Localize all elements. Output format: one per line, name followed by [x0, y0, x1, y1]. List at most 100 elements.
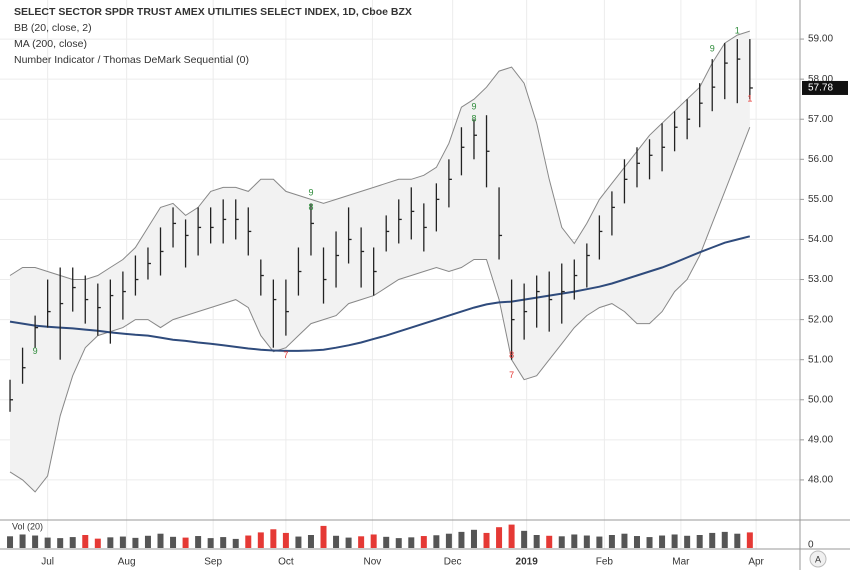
td-sequential-label: 1 — [735, 25, 740, 35]
bollinger-lower — [9, 127, 751, 493]
volume-bar — [521, 530, 528, 548]
moving-average — [9, 235, 751, 352]
volume-bar — [746, 532, 753, 548]
volume-bar — [132, 537, 139, 548]
volume-bar — [119, 536, 126, 548]
y-tick-label: 57.00 — [808, 114, 833, 125]
y-tick-label: 52.00 — [808, 314, 833, 325]
td-sequential-label: 8 — [308, 202, 313, 212]
volume-bar — [144, 535, 151, 548]
td-sequential-label: 7 — [283, 350, 288, 360]
volume-bar — [370, 534, 377, 548]
volume-bar — [721, 531, 728, 548]
volume-bar — [295, 536, 302, 548]
volume-bar — [358, 536, 365, 548]
y-tick-label: 56.00 — [808, 154, 833, 165]
td-sequential-label: 8 — [471, 114, 476, 124]
volume-bar — [671, 534, 678, 548]
y-tick-label: 58.00 — [808, 74, 833, 85]
volume-bar — [69, 537, 76, 548]
volume-bar — [420, 536, 427, 548]
volume-bar — [709, 532, 716, 548]
volume-bar — [596, 536, 603, 548]
button-label[interactable]: A — [815, 554, 821, 564]
volume-bar — [270, 529, 277, 548]
volume-bar — [633, 536, 640, 548]
volume-bar — [383, 536, 390, 548]
volume-bar — [320, 525, 327, 548]
td-sequential-label: 9 — [308, 188, 313, 198]
volume-bar — [433, 535, 440, 548]
volume-label: Vol (20) — [12, 521, 43, 531]
x-tick-label: Mar — [672, 557, 690, 568]
x-tick-label: Dec — [444, 557, 462, 568]
volume-bar — [7, 536, 14, 548]
volume-bar — [44, 537, 51, 548]
y-tick-label: 48.00 — [808, 475, 833, 486]
x-tick-label: Jul — [41, 557, 54, 568]
x-tick-label: 2019 — [516, 557, 539, 568]
x-tick-label: Nov — [364, 557, 382, 568]
volume-bar — [496, 527, 503, 548]
bollinger-upper — [9, 30, 750, 280]
volume-bar — [470, 529, 477, 548]
volume-bar — [82, 535, 89, 548]
volume-bar — [571, 534, 578, 548]
volume-bar — [232, 538, 239, 548]
volume-bar — [546, 535, 553, 548]
y-tick-label: 53.00 — [808, 274, 833, 285]
volume-bar — [57, 538, 64, 548]
x-tick-label: Feb — [596, 557, 614, 568]
volume-bar — [408, 537, 415, 548]
volume-bar — [107, 537, 114, 548]
y-tick-label: 55.00 — [808, 194, 833, 205]
volume-bar — [220, 537, 227, 548]
volume-bar — [257, 532, 264, 548]
volume-bar — [157, 533, 164, 548]
y-tick-label: 50.00 — [808, 394, 833, 405]
volume-bar — [395, 538, 402, 548]
volume-bar — [19, 534, 26, 548]
button-circle[interactable] — [809, 550, 827, 568]
volume-bar — [182, 537, 189, 548]
volume-bar — [734, 533, 741, 548]
td-sequential-label: 9 — [33, 346, 38, 356]
y-tick-label: 49.00 — [808, 434, 833, 445]
indicator-label: BB (20, close, 2) — [14, 22, 92, 34]
indicator-label: MA (200, close) — [14, 38, 87, 50]
volume-bar — [207, 538, 214, 548]
indicator-label: Number Indicator / Thomas DeMark Sequent… — [14, 54, 249, 66]
volume-bar — [458, 531, 465, 548]
volume-bar — [94, 538, 101, 548]
plot: 9 9 8 9 8 7 7 8 9 1 1 — [7, 25, 753, 548]
x-tick-label: Oct — [278, 557, 294, 568]
volume-bar — [32, 535, 39, 548]
td-sequential-label: 1 — [747, 94, 752, 104]
volume-bar — [558, 536, 565, 548]
volume-bar — [445, 533, 452, 548]
td-sequential-label: 9 — [471, 102, 476, 112]
volume-bar — [282, 532, 289, 548]
last-price-label: 57.78 — [808, 83, 833, 94]
volume-bar — [483, 532, 490, 548]
y-tick-label: 59.00 — [808, 34, 833, 45]
x-tick-label: Apr — [748, 557, 764, 568]
volume-bar — [696, 535, 703, 548]
y-tick-label: 54.00 — [808, 234, 833, 245]
volume-bar — [195, 536, 202, 548]
volume-bar — [508, 524, 515, 548]
volume-bar — [684, 535, 691, 548]
auto-scale-button[interactable]: A — [809, 550, 827, 568]
volume-bar — [621, 533, 628, 548]
chart-title: SELECT SECTOR SPDR TRUST AMEX UTILITIES … — [14, 6, 412, 18]
td-sequential-label: 7 — [509, 370, 514, 380]
volume-bar — [608, 535, 615, 548]
volume-bar — [333, 535, 340, 548]
volume-bar — [533, 535, 540, 548]
volume-bar — [345, 537, 352, 548]
last-price-badge — [802, 80, 848, 95]
bollinger-band-fill — [10, 31, 750, 492]
volume-bar — [583, 535, 590, 548]
volume-bar — [170, 536, 177, 548]
